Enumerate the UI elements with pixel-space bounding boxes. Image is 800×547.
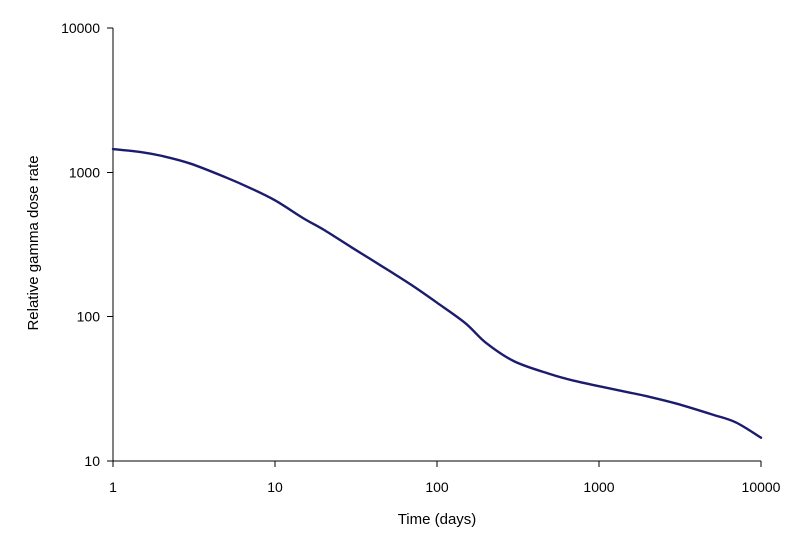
y-tick-label: 10: [84, 453, 100, 469]
x-tick-label: 100: [425, 479, 449, 495]
y-axis-title: Relative gamma dose rate: [25, 155, 42, 330]
x-tick-label: 1: [109, 479, 117, 495]
axes: [112, 28, 761, 462]
x-tick-label: 10: [267, 479, 283, 495]
x-axis-ticks: 1 10 100 1000 10000: [109, 461, 781, 495]
series-layer: [111, 147, 763, 439]
series-line-0: [111, 147, 763, 439]
x-tick-label: 10000: [742, 479, 781, 495]
y-axis-ticks: 10 100 1000 10000: [61, 20, 113, 469]
x-tick-label: 1000: [583, 479, 614, 495]
x-axis-title: Time (days): [398, 511, 477, 528]
y-tick-label: 10000: [61, 20, 100, 36]
y-tick-label: 1000: [69, 164, 100, 180]
y-tick-label: 100: [77, 309, 101, 325]
